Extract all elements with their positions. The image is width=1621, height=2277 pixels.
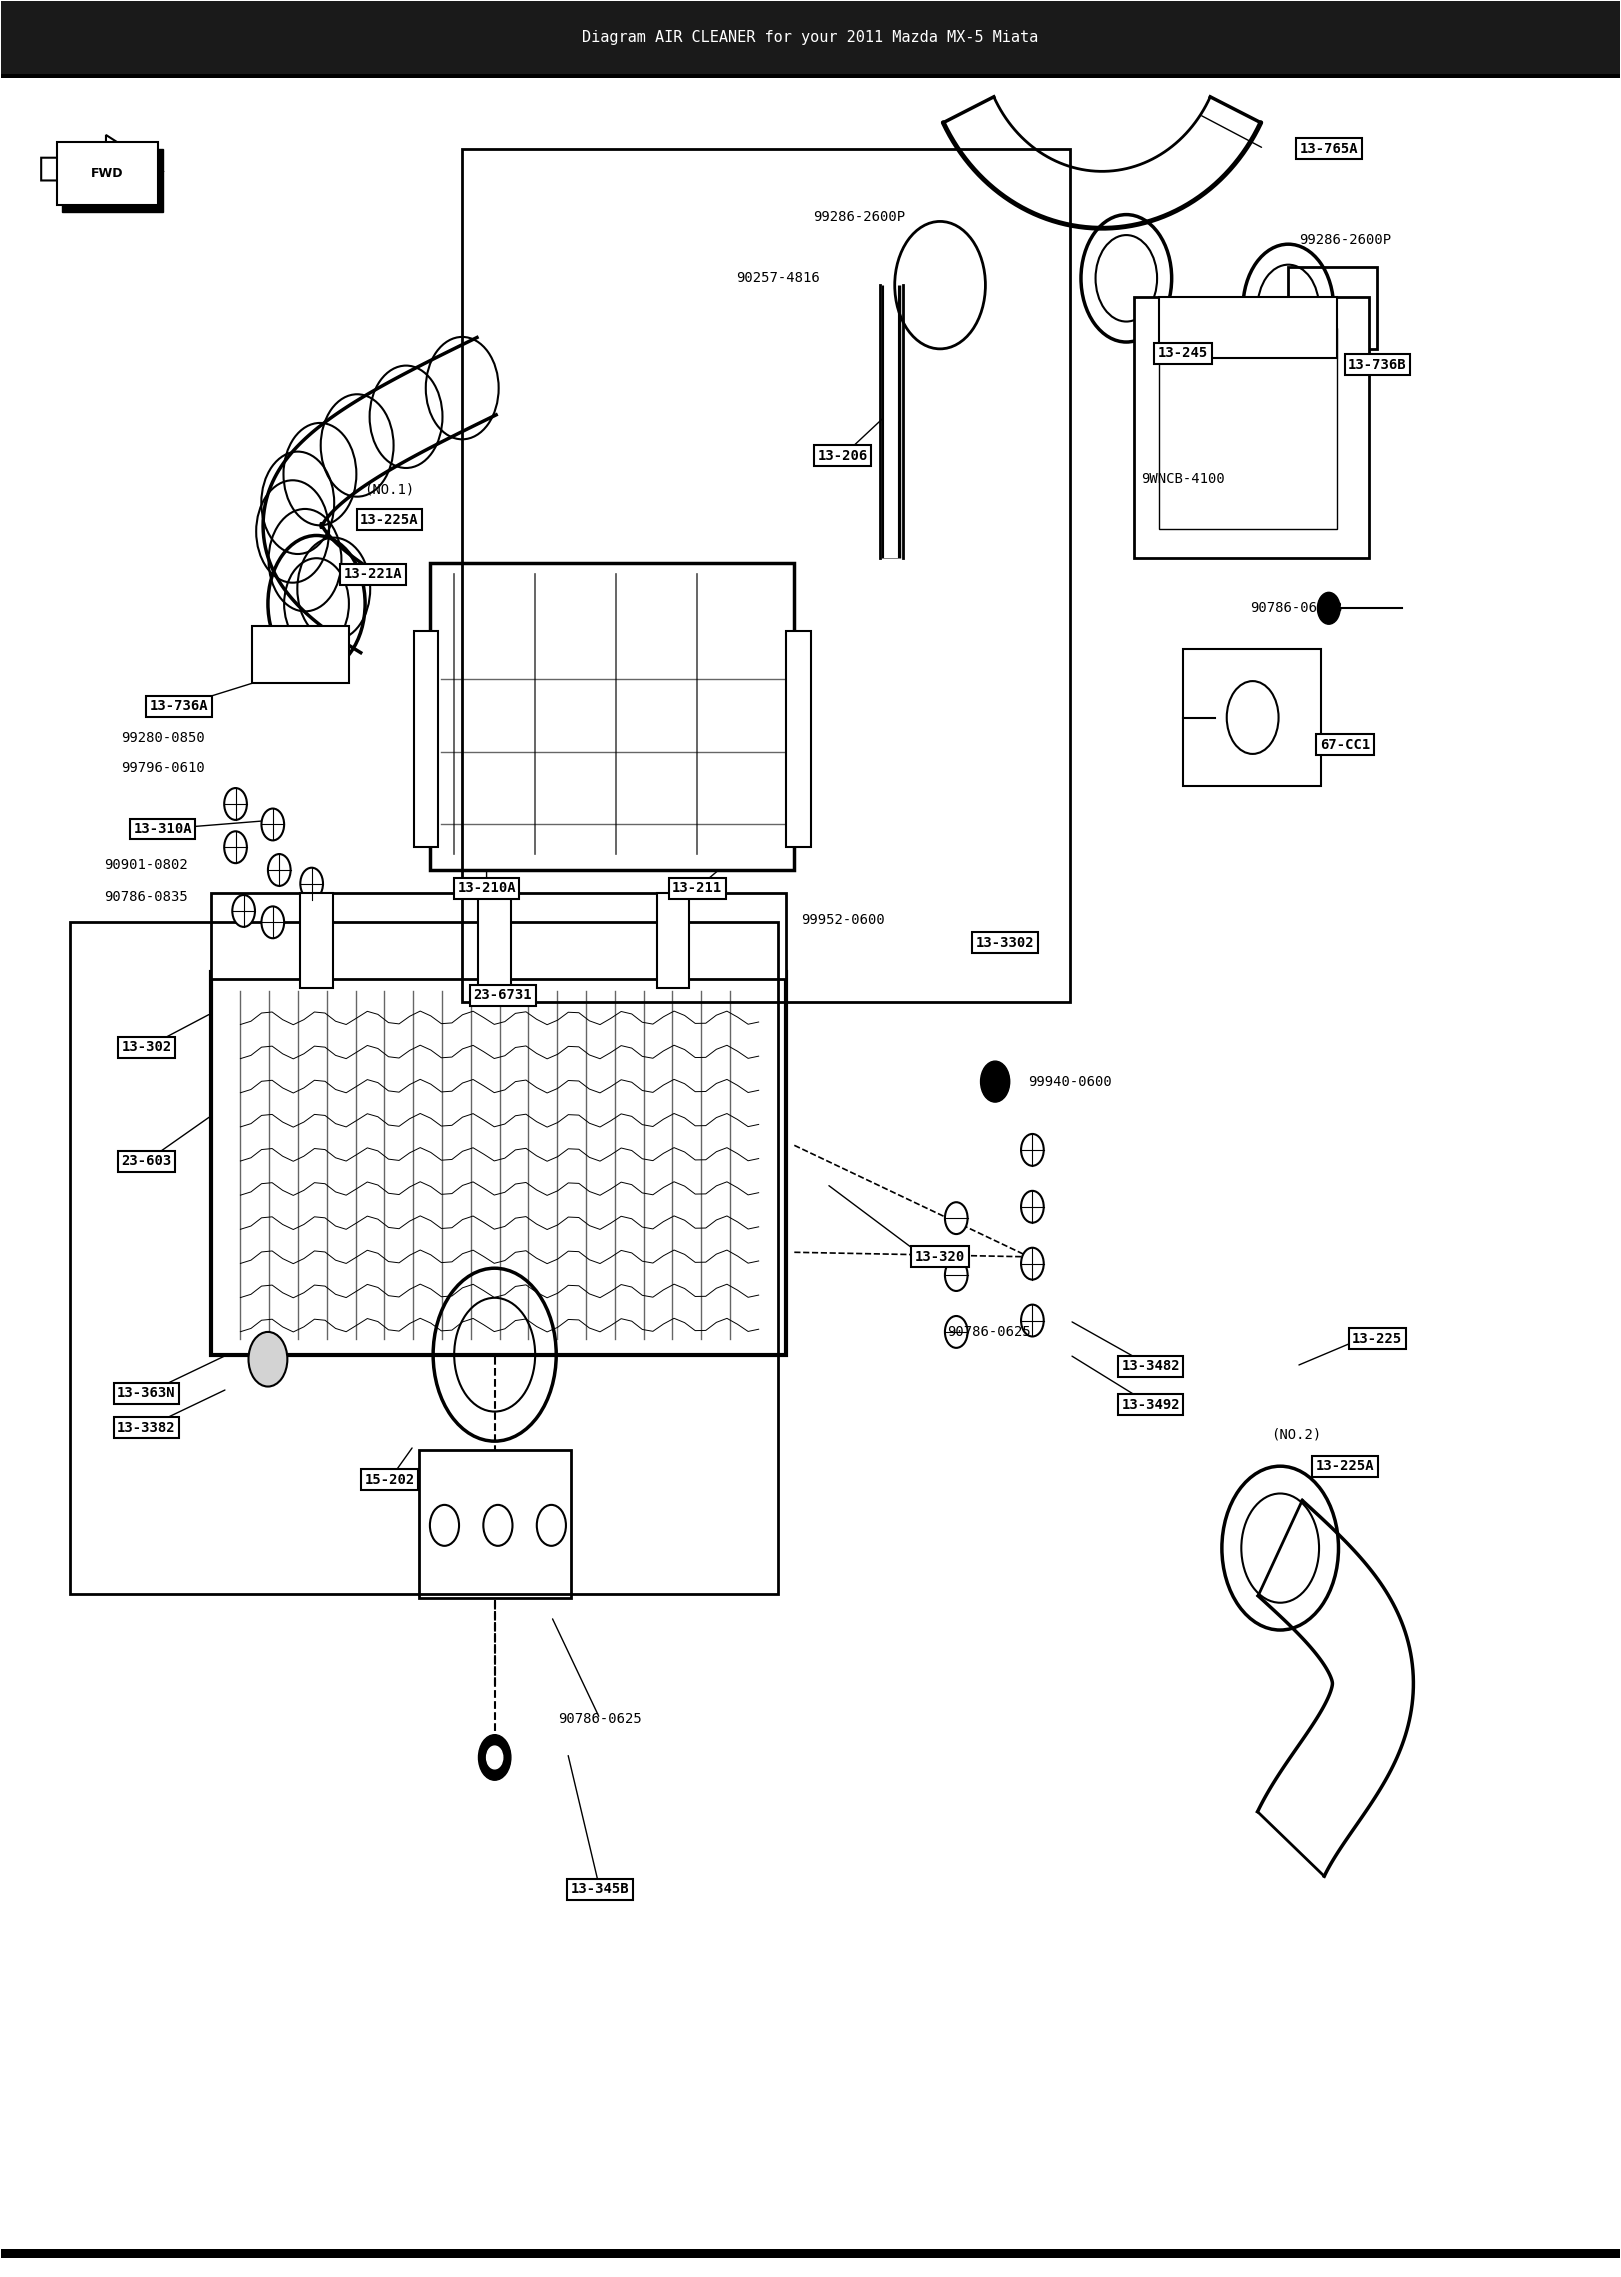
Bar [478, 893, 511, 988]
Text: 13-345B: 13-345B [571, 1883, 629, 1897]
Text: 23-6731: 23-6731 [473, 988, 532, 1002]
Text: 13-225A: 13-225A [1316, 1460, 1375, 1473]
Bar [0, 0, 1621, 73]
Bar [462, 148, 1070, 1002]
Circle shape [478, 1735, 511, 1781]
Circle shape [300, 868, 323, 899]
Text: 99952-0600: 99952-0600 [801, 913, 885, 927]
Text: 13-3482: 13-3482 [1122, 1359, 1180, 1373]
Text: 90786-0620B: 90786-0620B [1250, 601, 1342, 615]
Bar [786, 631, 810, 847]
Bar [0, 73, 1621, 77]
Text: 90257-4816: 90257-4816 [736, 271, 820, 285]
Circle shape [224, 788, 246, 820]
Bar [1159, 328, 1337, 528]
Circle shape [1318, 592, 1341, 624]
Text: 90786-0625: 90786-0625 [558, 1712, 642, 1726]
Bar [300, 893, 332, 988]
Text: FWD: FWD [91, 166, 123, 180]
Text: 13-206: 13-206 [817, 449, 867, 462]
Bar [70, 922, 778, 1594]
Bar [1183, 649, 1321, 786]
Circle shape [267, 854, 290, 886]
Text: 13-3302: 13-3302 [976, 936, 1034, 950]
Text: 90786-0835: 90786-0835 [105, 890, 188, 904]
Text: 13-221A: 13-221A [344, 567, 402, 581]
Text: 13-245: 13-245 [1157, 346, 1208, 360]
Text: 23-603: 23-603 [122, 1154, 172, 1168]
Bar [1159, 296, 1337, 357]
Text: 13-736B: 13-736B [1349, 357, 1407, 371]
Text: (NO.1): (NO.1) [365, 483, 415, 496]
Text: 15-202: 15-202 [365, 1473, 415, 1487]
Circle shape [1021, 1134, 1044, 1166]
Text: 99286-2600P: 99286-2600P [1298, 232, 1391, 246]
Text: 99940-0600: 99940-0600 [1028, 1075, 1112, 1088]
Bar [62, 148, 162, 212]
Bar [57, 141, 157, 205]
Text: 13-736A: 13-736A [149, 699, 207, 713]
Text: 13-320: 13-320 [914, 1250, 964, 1264]
Text: 13-3492: 13-3492 [1122, 1398, 1180, 1412]
Text: 13-225A: 13-225A [360, 512, 418, 526]
Text: 13-210A: 13-210A [457, 881, 515, 895]
Bar [0, 2250, 1621, 2259]
Bar [418, 1450, 571, 1598]
Text: Diagram AIR CLEANER for your 2011 Mazda MX-5 Miata: Diagram AIR CLEANER for your 2011 Mazda … [582, 30, 1039, 46]
Text: 13-302: 13-302 [122, 1041, 172, 1054]
Text: 99280-0850: 99280-0850 [122, 731, 204, 745]
Text: 13-211: 13-211 [673, 881, 723, 895]
Circle shape [945, 1202, 968, 1234]
Text: 67-CC1: 67-CC1 [1319, 738, 1370, 751]
Text: 99286-2600P: 99286-2600P [814, 209, 905, 223]
Text: 13-3382: 13-3382 [117, 1421, 175, 1435]
Bar [1135, 296, 1370, 558]
Bar [1289, 266, 1378, 348]
Text: 90786-0625: 90786-0625 [947, 1325, 1031, 1339]
Circle shape [981, 1061, 1010, 1102]
Text: 13-310A: 13-310A [133, 822, 191, 836]
Polygon shape [41, 134, 162, 203]
Circle shape [224, 831, 246, 863]
Circle shape [232, 895, 254, 927]
Bar [211, 893, 786, 979]
Bar [251, 626, 349, 683]
Text: 13-225: 13-225 [1352, 1332, 1402, 1346]
Text: 90901-0802: 90901-0802 [105, 858, 188, 872]
Circle shape [1021, 1305, 1044, 1337]
Circle shape [945, 1316, 968, 1348]
Circle shape [261, 906, 284, 938]
Text: 99796-0610: 99796-0610 [122, 761, 204, 774]
Circle shape [261, 808, 284, 840]
Text: 13-363N: 13-363N [117, 1387, 175, 1400]
Circle shape [1021, 1248, 1044, 1280]
Circle shape [945, 1259, 968, 1291]
Bar [211, 972, 786, 1355]
Bar [657, 893, 689, 988]
Text: (NO.2): (NO.2) [1271, 1428, 1321, 1441]
Circle shape [1021, 1191, 1044, 1223]
Bar [413, 631, 438, 847]
Bar [430, 562, 794, 870]
Circle shape [486, 1746, 503, 1769]
Text: 13-765A: 13-765A [1300, 141, 1358, 155]
Text: 9WNCB-4100: 9WNCB-4100 [1141, 471, 1225, 485]
Circle shape [248, 1332, 287, 1387]
